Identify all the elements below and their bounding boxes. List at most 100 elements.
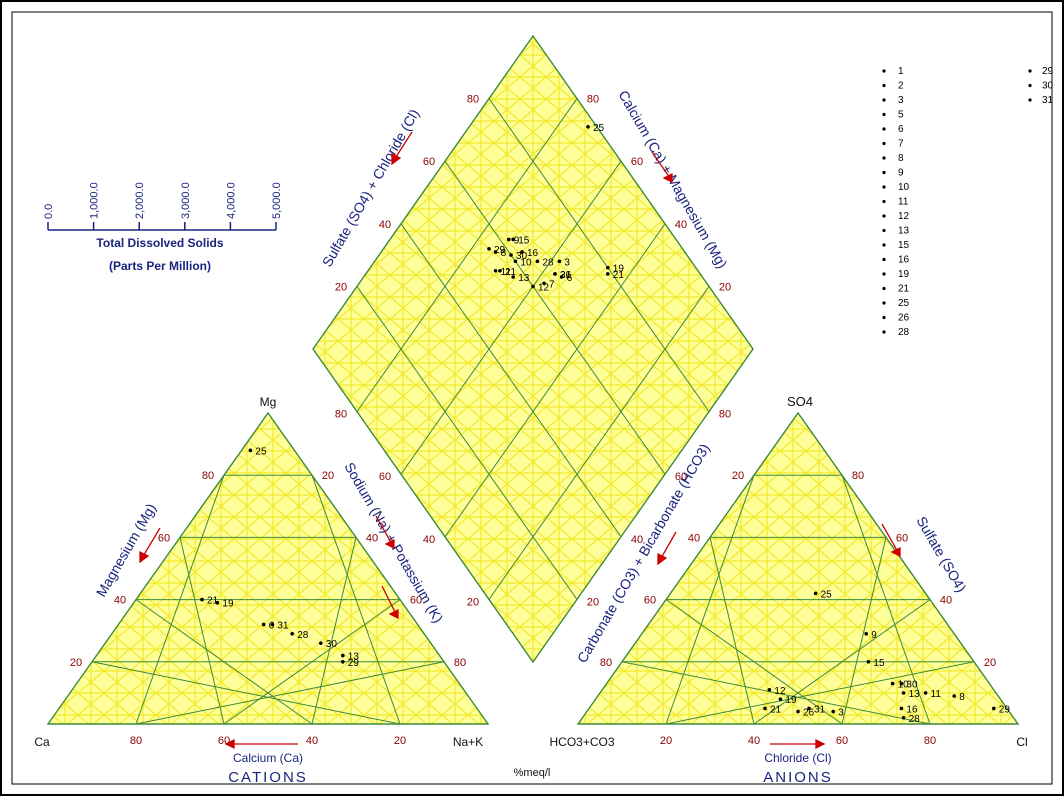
diamond-point-label: 13 [518,273,530,284]
anion-vertex-cl: Cl [1016,735,1027,749]
diamond-point-marker [586,124,590,129]
diamond-point-label: 21 [613,270,625,281]
triangle-gridline [841,537,887,725]
anion-point-marker [901,691,906,695]
cation-point-marker [290,632,295,636]
triangle-gridline [179,537,225,725]
anion-vertex-hco3: HCO3+CO3 [549,735,614,749]
tick-label: 60 [675,471,687,483]
diamond-point-marker [535,259,540,264]
triangle-gridline [709,537,755,725]
diamond-point-label: 3 [564,257,570,268]
tick-label: 80 [130,735,142,747]
legend-marker [882,170,886,175]
legend-marker [882,243,886,247]
legend-marker [1028,69,1032,73]
anion-point-label: 16 [906,704,918,715]
anion-point-marker [992,706,996,711]
tds-tick-label: 2,000.0 [134,182,146,219]
diamond-point-label: 28 [542,257,554,268]
diamond-point-label: 30 [516,251,528,262]
cation-bottom-axis: Calcium (Ca) [233,751,303,765]
anion-point-marker [767,687,772,692]
tds-tick-label: 1,000.0 [89,182,101,219]
anion-point-marker [807,706,811,711]
triangle-gridline [841,475,931,725]
legend-marker [882,228,886,233]
legend-item: 12 [898,211,910,222]
diamond-point-marker [509,253,513,257]
legend-item: 11 [898,197,909,208]
diagram-shapes [46,34,1020,725]
tick-label: 80 [587,94,599,106]
anion-point-label: 9 [871,630,877,641]
units-label: %meq/l [514,767,551,779]
diamond-gridline [488,98,710,412]
diamond-plot [312,34,754,664]
diamond-point-label: 7 [549,279,555,290]
anion-point-marker [899,681,904,686]
tick-label: 80 [600,657,612,669]
triangle-gridline [135,599,313,725]
legend-item: 25 [898,298,910,309]
diamond-point-marker [487,247,491,251]
diamond-point-marker [507,237,511,242]
tick-label: 20 [660,735,672,747]
legend-marker [882,127,886,131]
tick-label: 40 [306,735,318,747]
diamond-point-marker [511,275,515,279]
anion-point-marker [952,694,956,698]
diamond-gridline [444,160,666,475]
tick-label: 80 [202,470,214,482]
diamond-gridline [488,286,710,600]
diamond-point-label: 25 [593,123,605,134]
tick-label: 80 [335,409,347,421]
diamond-point-marker [493,250,498,254]
diamond-point-label: 29 [494,245,506,256]
legend-item: 2 [898,81,904,92]
triangle-gridline [91,661,401,725]
legend-item: 19 [898,269,910,280]
legend-marker [882,185,886,189]
diamond-point-marker [531,284,535,289]
triangle-gridline [621,661,931,725]
tick-label: 40 [940,595,952,607]
tick-label: 20 [732,470,744,482]
legend-item: 13 [898,226,910,237]
cation-point-label: 30 [326,639,338,650]
diamond-point-label: 8 [501,248,507,259]
diamond-point-label: 11 [501,267,512,278]
tick-label: 40 [675,219,687,231]
legend-item: 9 [898,168,904,179]
triangle-gridline [665,599,843,725]
anion-point-label: 8 [959,692,965,703]
diamond-point-label: 9 [514,235,520,246]
anion-point-marker [899,706,904,711]
cation-point-label: 19 [222,599,234,610]
tick-label: 20 [394,735,406,747]
tick-label: 60 [379,471,391,483]
legend-item: 16 [898,255,910,266]
axis-arrows [139,131,901,750]
tick-label: 40 [379,219,391,231]
tick-label: 80 [467,94,479,106]
legend-item: 10 [898,182,910,193]
anion-point-marker [763,706,767,711]
legend-marker [882,286,886,291]
legend-item: 3 [898,95,904,106]
legend-item: 29 [1042,66,1054,77]
cation-point-marker [200,597,204,602]
tick-label: 80 [454,657,466,669]
tick-label: 60 [836,735,848,747]
legend-item: 1 [898,66,904,77]
anion-point-marker [864,632,868,636]
anion-bottom-axis: Chloride (Cl) [764,751,831,765]
anion-point-marker [778,697,783,701]
tds-tick-label: 5,000.0 [271,182,283,219]
cation-point-marker [248,448,253,453]
tick-label: 80 [852,470,864,482]
triangle-gridline [311,537,357,725]
